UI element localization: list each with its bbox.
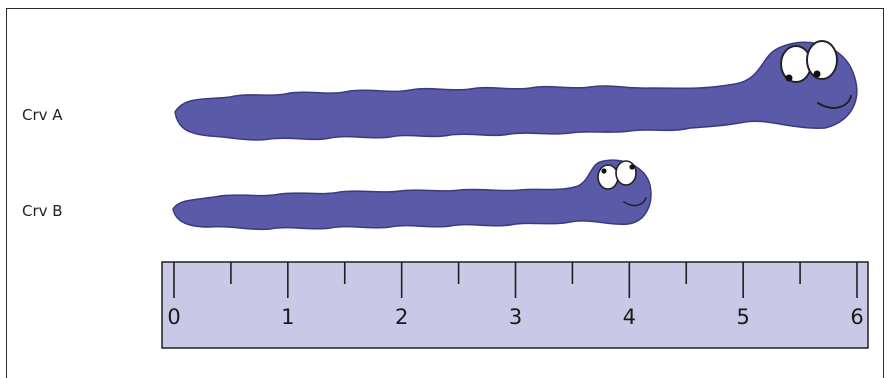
- worm-b-body: [172, 159, 652, 231]
- worm-a-smile: [817, 95, 852, 109]
- worm-b-smile: [623, 197, 647, 207]
- ruler-tick-label: 0: [167, 305, 180, 329]
- ruler-tick-label: 6: [850, 305, 863, 329]
- diagram-svg: 0 1 2 3 4 5 6: [161, 40, 869, 349]
- worm-a-pupil-right: [813, 70, 821, 78]
- worm-a: [174, 40, 858, 141]
- worm-b-pupil-left: [601, 168, 607, 174]
- ruler: 0 1 2 3 4 5 6: [161, 261, 869, 349]
- worm-a-eye-right: [806, 40, 838, 80]
- ruler-labels: 0 1 2 3 4 5 6: [167, 305, 863, 329]
- worm-b-eye-left: [597, 164, 619, 190]
- worm-b-label: Crv B: [22, 202, 63, 220]
- diagram: Crv A Crv B 0 1 2 3 4 5 6: [6, 8, 884, 378]
- ruler-tick-label: 5: [736, 305, 749, 329]
- ruler-tick-label: 1: [281, 305, 294, 329]
- ruler-tick-label: 2: [395, 305, 408, 329]
- figure-frame: [6, 8, 884, 378]
- ruler-tick-label: 3: [509, 305, 522, 329]
- worm-b: [172, 159, 652, 231]
- worm-a-body: [174, 41, 858, 141]
- ruler-tick-label: 4: [623, 305, 636, 329]
- worm-b-pupil-right: [629, 164, 635, 170]
- ruler-ticks: [173, 262, 858, 298]
- worm-a-pupil-left: [785, 74, 793, 82]
- worm-a-label: Crv A: [22, 106, 63, 124]
